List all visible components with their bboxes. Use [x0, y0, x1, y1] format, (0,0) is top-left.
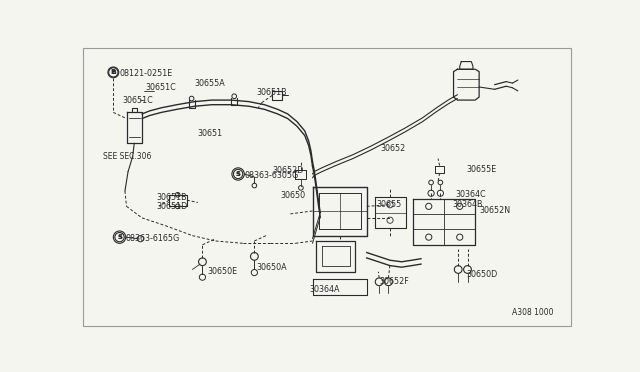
- Text: 30655: 30655: [376, 200, 401, 209]
- Text: A308 1000: A308 1000: [513, 308, 554, 317]
- Text: S: S: [236, 171, 241, 177]
- Text: 30650A: 30650A: [257, 263, 287, 272]
- Text: 08121-0251E: 08121-0251E: [120, 70, 173, 78]
- Text: 30364A: 30364A: [309, 285, 340, 294]
- Text: 30651B: 30651B: [156, 193, 187, 202]
- Text: 30655A: 30655A: [195, 79, 225, 89]
- Text: 30364C: 30364C: [455, 190, 486, 199]
- Circle shape: [115, 232, 124, 242]
- Text: 30651B: 30651B: [257, 88, 287, 97]
- Text: S: S: [117, 235, 122, 240]
- Circle shape: [234, 169, 243, 179]
- Text: B: B: [111, 70, 116, 75]
- Circle shape: [108, 67, 119, 78]
- Text: S: S: [236, 171, 241, 176]
- Circle shape: [113, 231, 125, 243]
- Text: 08363-6165G: 08363-6165G: [125, 234, 180, 243]
- Circle shape: [109, 68, 118, 77]
- Text: 30652D: 30652D: [272, 166, 303, 174]
- Text: B: B: [111, 69, 116, 76]
- Text: 30651C: 30651C: [123, 96, 154, 105]
- Text: 08363-6305G: 08363-6305G: [244, 171, 298, 180]
- Text: 30651C: 30651C: [146, 83, 177, 92]
- Text: S: S: [117, 234, 122, 240]
- Text: 30651: 30651: [198, 129, 223, 138]
- Text: 30364B: 30364B: [452, 199, 483, 209]
- Text: 30650E: 30650E: [208, 267, 238, 276]
- Text: 30652N: 30652N: [480, 206, 511, 215]
- Text: 30650: 30650: [280, 191, 305, 200]
- Circle shape: [232, 168, 244, 180]
- Text: SEE SEC.306: SEE SEC.306: [103, 152, 152, 161]
- Text: 30652F: 30652F: [379, 277, 409, 286]
- Text: 30650D: 30650D: [466, 270, 497, 279]
- Text: 30651D: 30651D: [156, 202, 187, 211]
- Text: 30655E: 30655E: [466, 165, 496, 174]
- Text: 30652: 30652: [381, 144, 406, 153]
